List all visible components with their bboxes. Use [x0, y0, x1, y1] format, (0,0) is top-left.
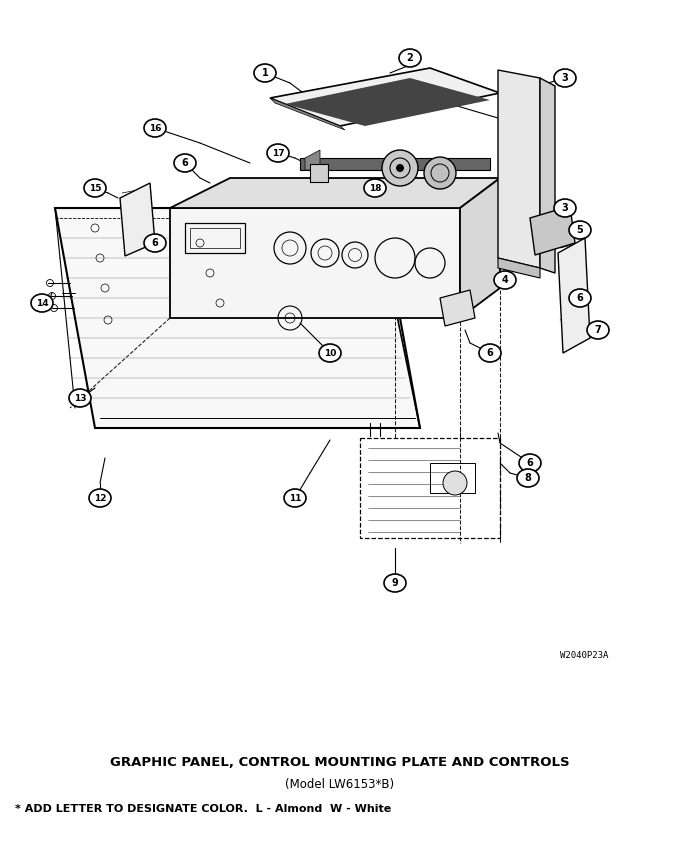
Ellipse shape [494, 271, 516, 289]
Text: W2040P23A: W2040P23A [560, 651, 609, 660]
Text: 10: 10 [324, 349, 336, 358]
Text: 6: 6 [152, 238, 158, 248]
Polygon shape [170, 178, 500, 208]
Text: 12: 12 [94, 493, 106, 503]
Text: 14: 14 [35, 299, 48, 307]
Ellipse shape [84, 179, 106, 197]
Polygon shape [285, 78, 490, 126]
Ellipse shape [267, 144, 289, 162]
Polygon shape [540, 78, 555, 273]
Ellipse shape [479, 344, 501, 362]
Ellipse shape [319, 344, 341, 362]
Text: 4: 4 [502, 275, 509, 285]
Text: (Model LW6153*B): (Model LW6153*B) [286, 778, 394, 791]
Circle shape [424, 157, 456, 189]
Ellipse shape [554, 199, 576, 217]
Polygon shape [120, 183, 155, 256]
Polygon shape [460, 178, 500, 318]
Polygon shape [270, 68, 500, 126]
Polygon shape [170, 208, 460, 318]
Text: 6: 6 [577, 293, 583, 303]
Ellipse shape [89, 489, 111, 507]
Circle shape [396, 164, 404, 172]
Text: 3: 3 [562, 73, 568, 83]
Text: 11: 11 [289, 493, 301, 503]
Text: 13: 13 [73, 393, 86, 403]
Polygon shape [498, 258, 540, 278]
Ellipse shape [144, 119, 166, 137]
Ellipse shape [519, 454, 541, 472]
Text: 18: 18 [369, 184, 381, 193]
Polygon shape [305, 150, 320, 170]
Ellipse shape [569, 221, 591, 239]
Polygon shape [498, 70, 540, 268]
Polygon shape [530, 206, 575, 255]
Polygon shape [300, 158, 490, 170]
Text: 2: 2 [407, 53, 413, 63]
Text: 9: 9 [392, 578, 398, 588]
Ellipse shape [587, 321, 609, 339]
Polygon shape [558, 238, 590, 353]
Text: 5: 5 [577, 225, 583, 235]
Text: GRAPHIC PANEL, CONTROL MOUNTING PLATE AND CONTROLS: GRAPHIC PANEL, CONTROL MOUNTING PLATE AN… [110, 756, 570, 769]
Ellipse shape [517, 469, 539, 487]
Polygon shape [55, 208, 420, 428]
Bar [430, 463, 475, 493]
Ellipse shape [384, 574, 406, 592]
Text: 1: 1 [262, 68, 269, 78]
Ellipse shape [399, 49, 421, 67]
Ellipse shape [69, 389, 91, 407]
Text: 16: 16 [149, 124, 161, 133]
Ellipse shape [144, 234, 166, 252]
Polygon shape [440, 290, 475, 326]
Bar [190, 228, 240, 248]
Text: * ADD LETTER TO DESIGNATE COLOR.  L - Almond  W - White: * ADD LETTER TO DESIGNATE COLOR. L - Alm… [15, 804, 391, 814]
Ellipse shape [174, 154, 196, 172]
Text: 17: 17 [272, 149, 284, 157]
Text: 3: 3 [562, 203, 568, 213]
Bar [185, 223, 245, 253]
Text: 6: 6 [182, 158, 188, 168]
Text: 8: 8 [524, 473, 532, 483]
Ellipse shape [31, 294, 53, 312]
Circle shape [382, 150, 418, 186]
Text: 6: 6 [526, 458, 533, 468]
Text: 15: 15 [89, 184, 101, 193]
Ellipse shape [569, 289, 591, 307]
Text: 6: 6 [487, 348, 494, 358]
Ellipse shape [284, 489, 306, 507]
Ellipse shape [364, 179, 386, 197]
Ellipse shape [554, 69, 576, 87]
Ellipse shape [254, 64, 276, 82]
Bar [310, 164, 328, 182]
Circle shape [443, 471, 467, 495]
Polygon shape [270, 98, 345, 130]
Text: 7: 7 [594, 325, 601, 335]
